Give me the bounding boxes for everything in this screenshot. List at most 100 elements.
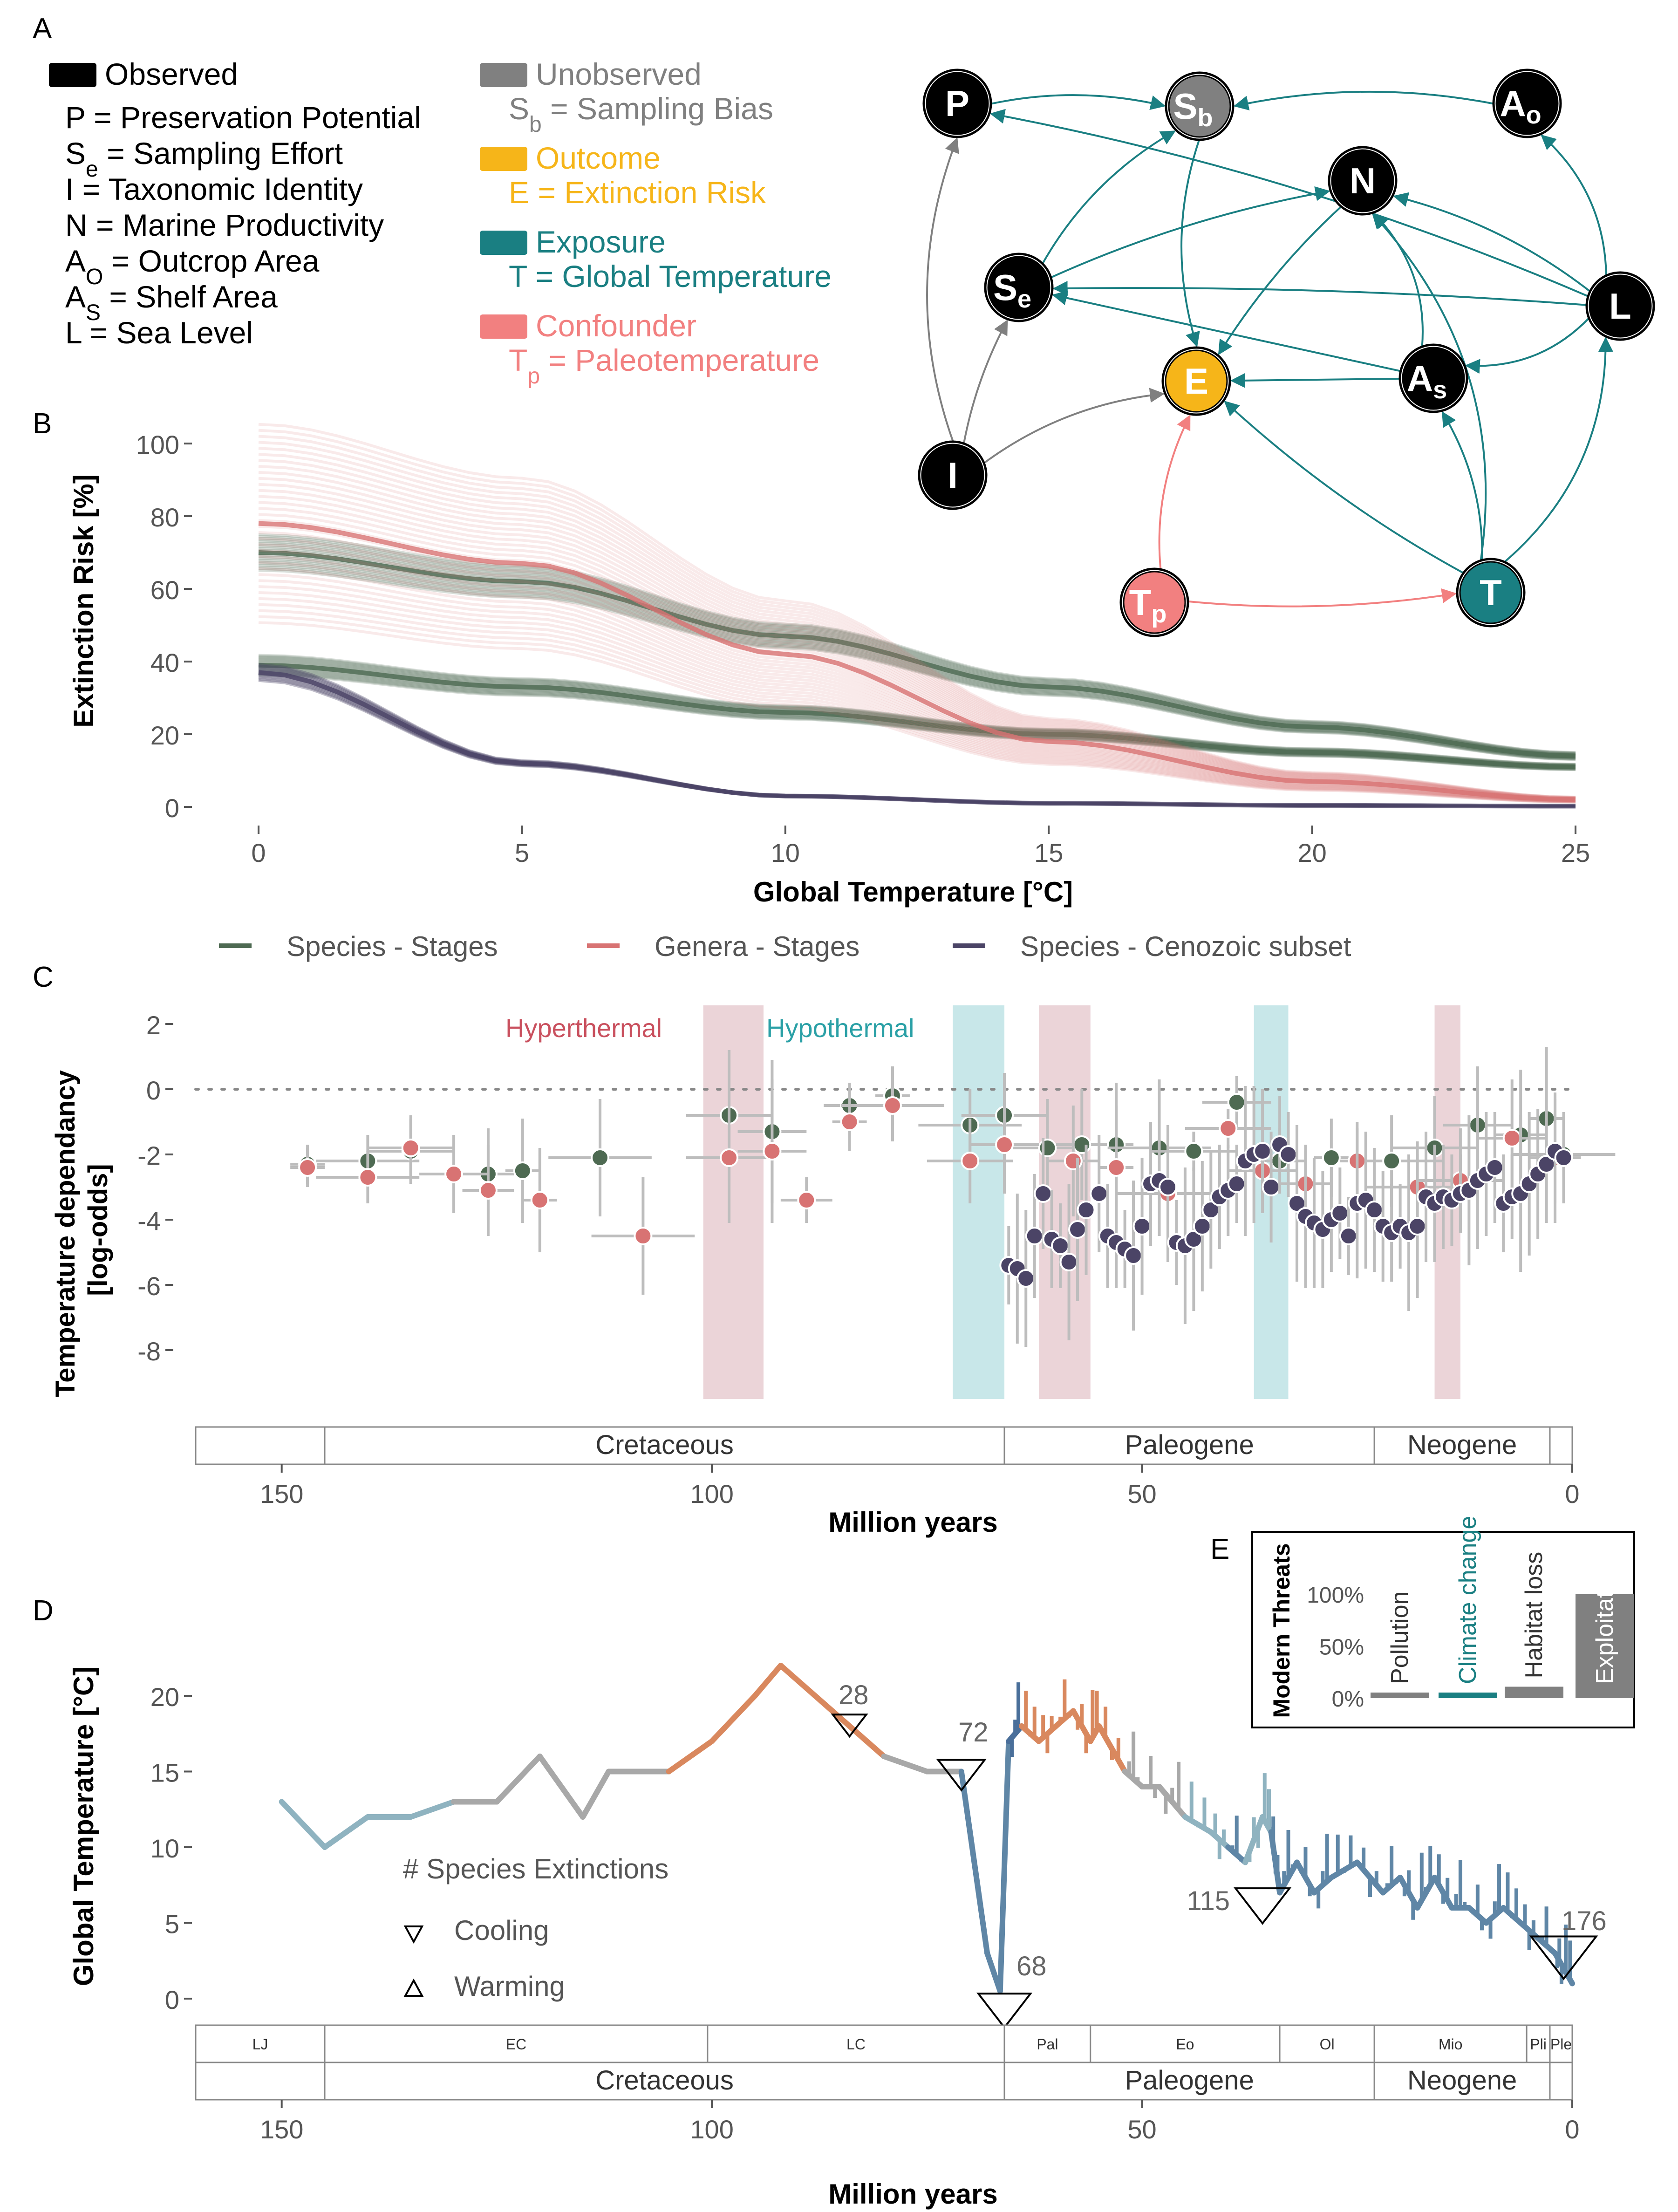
posterior-curve (258, 471, 1576, 800)
edge-T-to-N (1372, 213, 1487, 561)
posterior-curve (258, 477, 1576, 800)
series-curve-bundle (258, 654, 1576, 771)
legend-outcome-swatch (480, 147, 527, 171)
x-tick-label: 20 (1297, 838, 1326, 867)
edge-Ao-to-Sb (1233, 90, 1494, 111)
cooling-triangle (976, 1993, 1033, 2029)
x-tick-label: 25 (1561, 838, 1590, 867)
edge-Tp-to-E (1158, 414, 1191, 570)
edge-I-to-P (926, 137, 959, 442)
item-subscript: b (529, 112, 542, 137)
period-label: Cretaceous (595, 1430, 734, 1460)
posterior-curve (258, 673, 1576, 771)
series-points (290, 1070, 1581, 1295)
node-label: P (945, 83, 969, 124)
x-tick-label: 0 (1565, 1479, 1579, 1509)
item-subscript: e (86, 157, 98, 182)
temperature-segment (958, 1768, 990, 1956)
temperature-segment (580, 1768, 612, 1820)
data-point (358, 1168, 377, 1187)
period-box (195, 2062, 326, 2101)
extinction-count-label: 68 (1016, 1951, 1047, 1981)
y-tick-label: -8 (137, 1337, 161, 1366)
series-points (999, 1086, 1573, 1347)
threat-label: Pollution (1386, 1591, 1413, 1684)
epoch-box (707, 2024, 1005, 2063)
item-text: = Outcrop Area (103, 244, 319, 278)
posterior-curve (258, 429, 1576, 799)
node-label: Ao (1500, 83, 1541, 129)
node-border (922, 68, 992, 138)
data-point (995, 1135, 1014, 1154)
edge-T-to-L (1504, 337, 1613, 563)
x-tick-label: 15 (1034, 838, 1063, 867)
node-label: I (948, 455, 958, 496)
node-letter: T (1480, 572, 1502, 613)
y-tick-label: 0% (1332, 1687, 1364, 1712)
edge-Se-to-Sb (1042, 130, 1176, 265)
item-text: S (65, 136, 86, 171)
posterior-curve (258, 441, 1576, 799)
period-box (1549, 2062, 1573, 2101)
legend-cooling-triangle (403, 1925, 424, 1944)
threat-bar (1371, 1693, 1429, 1698)
node-label: T (1480, 572, 1502, 613)
period-label: Neogene (1407, 2065, 1517, 2096)
node-circle (1495, 72, 1559, 135)
y-tick-label: 40 (150, 648, 179, 677)
node-letter: L (1609, 286, 1631, 327)
posterior-curve (258, 533, 1576, 754)
panel-d-y-label: Global Temperature [°C] (68, 1666, 99, 1986)
x-tick-label: 150 (260, 1479, 303, 1509)
legend-observed-label: Observed (105, 57, 238, 91)
epoch-box (1373, 2024, 1528, 2063)
data-point (1382, 1152, 1401, 1170)
data-point (720, 1148, 739, 1167)
y-tick-label: 10 (150, 1834, 179, 1863)
edge-Sb-to-E (1180, 139, 1201, 348)
period-box (195, 1426, 326, 1465)
period-label: Cretaceous (595, 2065, 734, 2096)
legend-exposure: Exposure T = Global Temperature (480, 225, 832, 294)
panel-b-y-axis: 0 20 40 60 80 100 (136, 430, 192, 823)
node-E: E (1161, 346, 1231, 416)
posterior-curve (258, 538, 1576, 755)
data-point (298, 1158, 317, 1177)
node-subscript: o (1526, 101, 1542, 129)
epoch-label: Pal (1037, 2036, 1058, 2053)
posterior-curve (258, 621, 1576, 804)
data-point (1227, 1093, 1246, 1112)
epoch-box (195, 2024, 326, 2063)
panel-c-x-axis: 150 100 50 0 (260, 1464, 1580, 1509)
panel-c-y-label-line1: Temperature dependancy (50, 1070, 81, 1397)
extinction-count-label: 72 (958, 1717, 989, 1748)
node-circle (1331, 149, 1394, 212)
panel-b: B Extinction Risk [%] 0 20 40 60 80 100 0 5 10 1… (33, 408, 1590, 962)
node-Se: Se (984, 253, 1054, 322)
legend-extinction-risk: E = Extinction Risk (509, 175, 766, 210)
node-circle (987, 256, 1050, 319)
legend-observed-swatch (49, 63, 96, 87)
node-border (1398, 343, 1468, 413)
edge-L-to-P (989, 109, 1589, 297)
posterior-curve (258, 483, 1576, 800)
threat-label: Climate change (1454, 1516, 1481, 1684)
extinction-count-label: 28 (839, 1680, 869, 1710)
posterior-curve (258, 564, 1576, 760)
epoch-label: Eo (1176, 2036, 1194, 2053)
posterior-curve (258, 615, 1576, 804)
node-border (1328, 146, 1398, 216)
data-point (1253, 1142, 1272, 1161)
panel-b-letter: B (33, 408, 52, 440)
node-T: T (1456, 558, 1526, 628)
data-point (1227, 1174, 1246, 1193)
posterior-curve (258, 555, 1576, 802)
node-letter: N (1350, 160, 1376, 201)
data-point (591, 1148, 610, 1167)
panel-e-chart: 100% 50% 0% Pollution Climate change Habitat … (1307, 1516, 1634, 1712)
edge-Tp-to-T (1187, 588, 1457, 608)
node-As: As (1398, 343, 1468, 413)
y-tick-label: 20 (150, 1682, 179, 1712)
